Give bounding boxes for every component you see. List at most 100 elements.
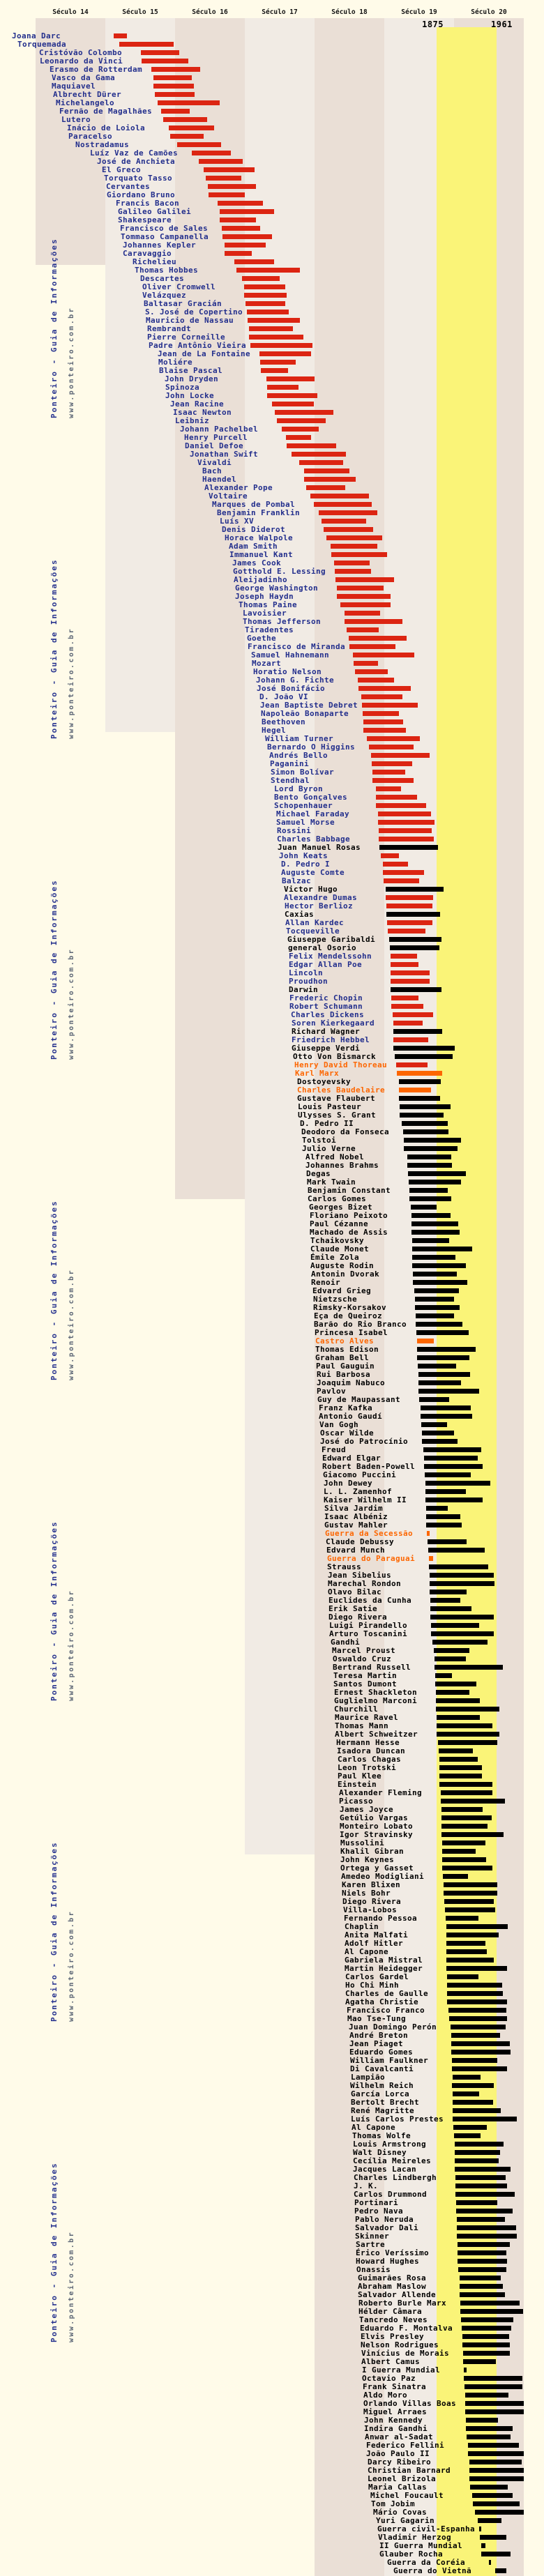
lifespan-bar	[441, 1831, 504, 1837]
lifespan-bar	[199, 158, 243, 164]
person-label: Adam Smith	[229, 541, 278, 551]
lifespan-bar	[363, 727, 406, 733]
person-label: Karen Blixen	[342, 1880, 401, 1889]
person-label: Lampião	[351, 2072, 386, 2082]
century-label: Século 20	[471, 8, 507, 16]
person-label: Immanuel Kant	[229, 549, 294, 559]
person-label: Machado de Assis	[310, 1227, 388, 1237]
lifespan-bar	[354, 660, 378, 666]
lifespan-bar	[430, 1597, 460, 1603]
lifespan-bar	[324, 526, 373, 532]
lifespan-bar	[391, 961, 418, 967]
person-label: Diego Rivera	[342, 1896, 402, 1906]
lifespan-bar	[455, 2149, 500, 2155]
lifespan-bar	[457, 2216, 505, 2222]
person-label: Niels Bohr	[342, 1888, 391, 1898]
person-label: John Dryden	[165, 374, 219, 383]
lifespan-bar	[430, 1580, 494, 1586]
person-label: Eduardo Gomes	[349, 2047, 414, 2057]
person-label: Bertrand Russell	[333, 1662, 411, 1672]
lifespan-bar	[460, 2300, 520, 2306]
lifespan-bar	[391, 1003, 423, 1009]
lifespan-bar	[446, 1915, 478, 1921]
sidebar-url: www.ponteiro.com.br	[68, 627, 75, 739]
lifespan-bar	[153, 83, 194, 89]
person-label: Richard Wagner	[292, 1026, 361, 1036]
person-label: Cervantes	[106, 181, 151, 191]
person-label: Degas	[306, 1168, 331, 1178]
person-label: Balzac	[282, 876, 312, 885]
lifespan-bar	[454, 2133, 481, 2138]
lifespan-bar	[412, 1246, 472, 1251]
person-label: Johannes Brahms	[305, 1160, 379, 1170]
person-label: Frederic Chopin	[289, 993, 363, 1003]
lifespan-bar	[432, 1639, 488, 1645]
lifespan-bar	[475, 2509, 524, 2515]
person-label: Soren Kierkegaard	[292, 1018, 375, 1028]
lifespan-bar	[236, 267, 300, 273]
person-label: Oscar Wilde	[320, 1428, 375, 1438]
person-label: Simon Bolívar	[271, 767, 335, 777]
person-label: Carlos Drummond	[354, 2189, 428, 2199]
lifespan-bar	[413, 1271, 457, 1276]
lifespan-bar	[460, 2283, 503, 2289]
person-label: Dostoyevsky	[297, 1076, 352, 1086]
lifespan-bar	[272, 401, 314, 406]
person-label: Erik Satie	[328, 1603, 378, 1613]
lifespan-bar	[347, 627, 379, 632]
lifespan-bar	[453, 2074, 481, 2080]
person-label: Guimarães Rosa	[358, 2273, 427, 2282]
lifespan-bar	[393, 1020, 423, 1026]
lifespan-bar	[460, 2275, 501, 2280]
lifespan-bar	[403, 1129, 448, 1134]
lifespan-bar	[177, 142, 221, 147]
person-label: Indira Gandhi	[364, 2423, 428, 2433]
person-label: Thomas Jefferson	[243, 616, 322, 626]
lifespan-bar	[404, 1137, 461, 1143]
person-label: Gustave Flaubert	[297, 1093, 376, 1103]
person-label: Albrecht Dürer	[53, 89, 122, 99]
person-label: Francis Bacon	[116, 198, 180, 208]
lifespan-bar	[455, 2158, 499, 2163]
person-label: Fernando Pessoa	[344, 1913, 418, 1923]
sidebar-title: Ponteiro - Guia de Informações	[50, 1841, 59, 2022]
lifespan-bar	[340, 602, 391, 607]
person-label: Henry David Thoreau	[294, 1060, 388, 1069]
lifespan-bar	[463, 2358, 496, 2364]
person-label: Gandhi	[331, 1637, 361, 1647]
person-label: Caxias	[285, 909, 315, 919]
person-label: Tom Jobim	[371, 2499, 416, 2508]
lifespan-bar	[249, 334, 303, 340]
person-label: Juan Manuel Rosas	[278, 842, 361, 852]
lifespan-bar	[222, 234, 272, 239]
lifespan-bar	[391, 978, 430, 984]
lifespan-bar	[441, 1790, 492, 1795]
person-label: Orlando Villas Boas	[363, 2398, 457, 2408]
lifespan-bar	[396, 1062, 428, 1067]
person-label: Paracelso	[68, 131, 113, 141]
staircase-step	[105, 732, 175, 2576]
person-label: Stendhal	[271, 775, 310, 785]
lifespan-bar	[378, 819, 435, 825]
lifespan-bar	[462, 2342, 510, 2347]
person-label: Alfred Nobel	[305, 1152, 365, 1161]
person-label: Cristóvão Colombo	[39, 47, 123, 57]
person-label: Haendel	[202, 474, 237, 484]
person-label: William Turner	[265, 733, 334, 743]
person-label: Charles de Gaulle	[345, 1988, 429, 1998]
lifespan-bar	[163, 116, 207, 122]
person-label: Mark Twain	[307, 1177, 356, 1187]
person-label: John Kennedy	[364, 2415, 423, 2425]
lifespan-bar	[275, 409, 333, 415]
person-label: Portinari	[354, 2197, 399, 2207]
person-label: Nostradamus	[75, 139, 130, 149]
person-label: Tocqueville	[286, 926, 340, 936]
person-label: Caravaggio	[123, 248, 172, 258]
person-label: Walt Disney	[353, 2147, 407, 2157]
lifespan-bar	[435, 1681, 476, 1686]
lifespan-bar	[399, 1087, 431, 1092]
person-label: Johannes Kepler	[123, 240, 197, 250]
person-label: Hector Berlioz	[285, 901, 354, 910]
lifespan-bar	[416, 1313, 454, 1318]
lifespan-bar	[384, 878, 419, 883]
